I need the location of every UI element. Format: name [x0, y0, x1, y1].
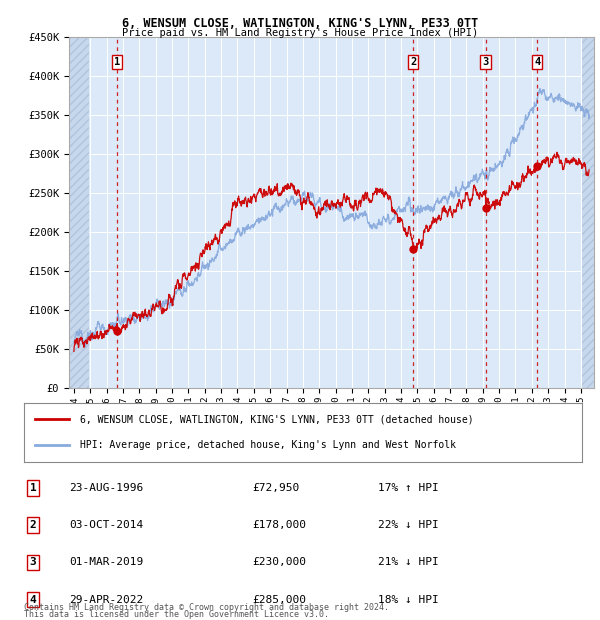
- Text: £178,000: £178,000: [252, 520, 306, 530]
- Text: 22% ↓ HPI: 22% ↓ HPI: [378, 520, 439, 530]
- Text: 01-MAR-2019: 01-MAR-2019: [69, 557, 143, 567]
- Text: 18% ↓ HPI: 18% ↓ HPI: [378, 595, 439, 604]
- Text: Price paid vs. HM Land Registry's House Price Index (HPI): Price paid vs. HM Land Registry's House …: [122, 28, 478, 38]
- Text: 1: 1: [29, 483, 37, 493]
- Text: 6, WENSUM CLOSE, WATLINGTON, KING'S LYNN, PE33 0TT (detached house): 6, WENSUM CLOSE, WATLINGTON, KING'S LYNN…: [80, 415, 473, 425]
- Text: 1: 1: [114, 56, 121, 67]
- Text: 3: 3: [482, 56, 488, 67]
- Text: £230,000: £230,000: [252, 557, 306, 567]
- Bar: [69, 37, 89, 387]
- Bar: [582, 37, 594, 387]
- Text: 4: 4: [534, 56, 541, 67]
- Text: 2: 2: [29, 520, 37, 530]
- Text: £285,000: £285,000: [252, 595, 306, 604]
- Text: 6, WENSUM CLOSE, WATLINGTON, KING'S LYNN, PE33 0TT: 6, WENSUM CLOSE, WATLINGTON, KING'S LYNN…: [122, 17, 478, 30]
- Text: 2: 2: [410, 56, 416, 67]
- Text: 03-OCT-2014: 03-OCT-2014: [69, 520, 143, 530]
- Text: 29-APR-2022: 29-APR-2022: [69, 595, 143, 604]
- Text: Contains HM Land Registry data © Crown copyright and database right 2024.: Contains HM Land Registry data © Crown c…: [24, 603, 389, 612]
- Text: 23-AUG-1996: 23-AUG-1996: [69, 483, 143, 493]
- Text: This data is licensed under the Open Government Licence v3.0.: This data is licensed under the Open Gov…: [24, 609, 329, 619]
- Text: 17% ↑ HPI: 17% ↑ HPI: [378, 483, 439, 493]
- Text: 4: 4: [29, 595, 37, 604]
- Text: £72,950: £72,950: [252, 483, 299, 493]
- Text: 21% ↓ HPI: 21% ↓ HPI: [378, 557, 439, 567]
- Text: 3: 3: [29, 557, 37, 567]
- Text: HPI: Average price, detached house, King's Lynn and West Norfolk: HPI: Average price, detached house, King…: [80, 440, 456, 450]
